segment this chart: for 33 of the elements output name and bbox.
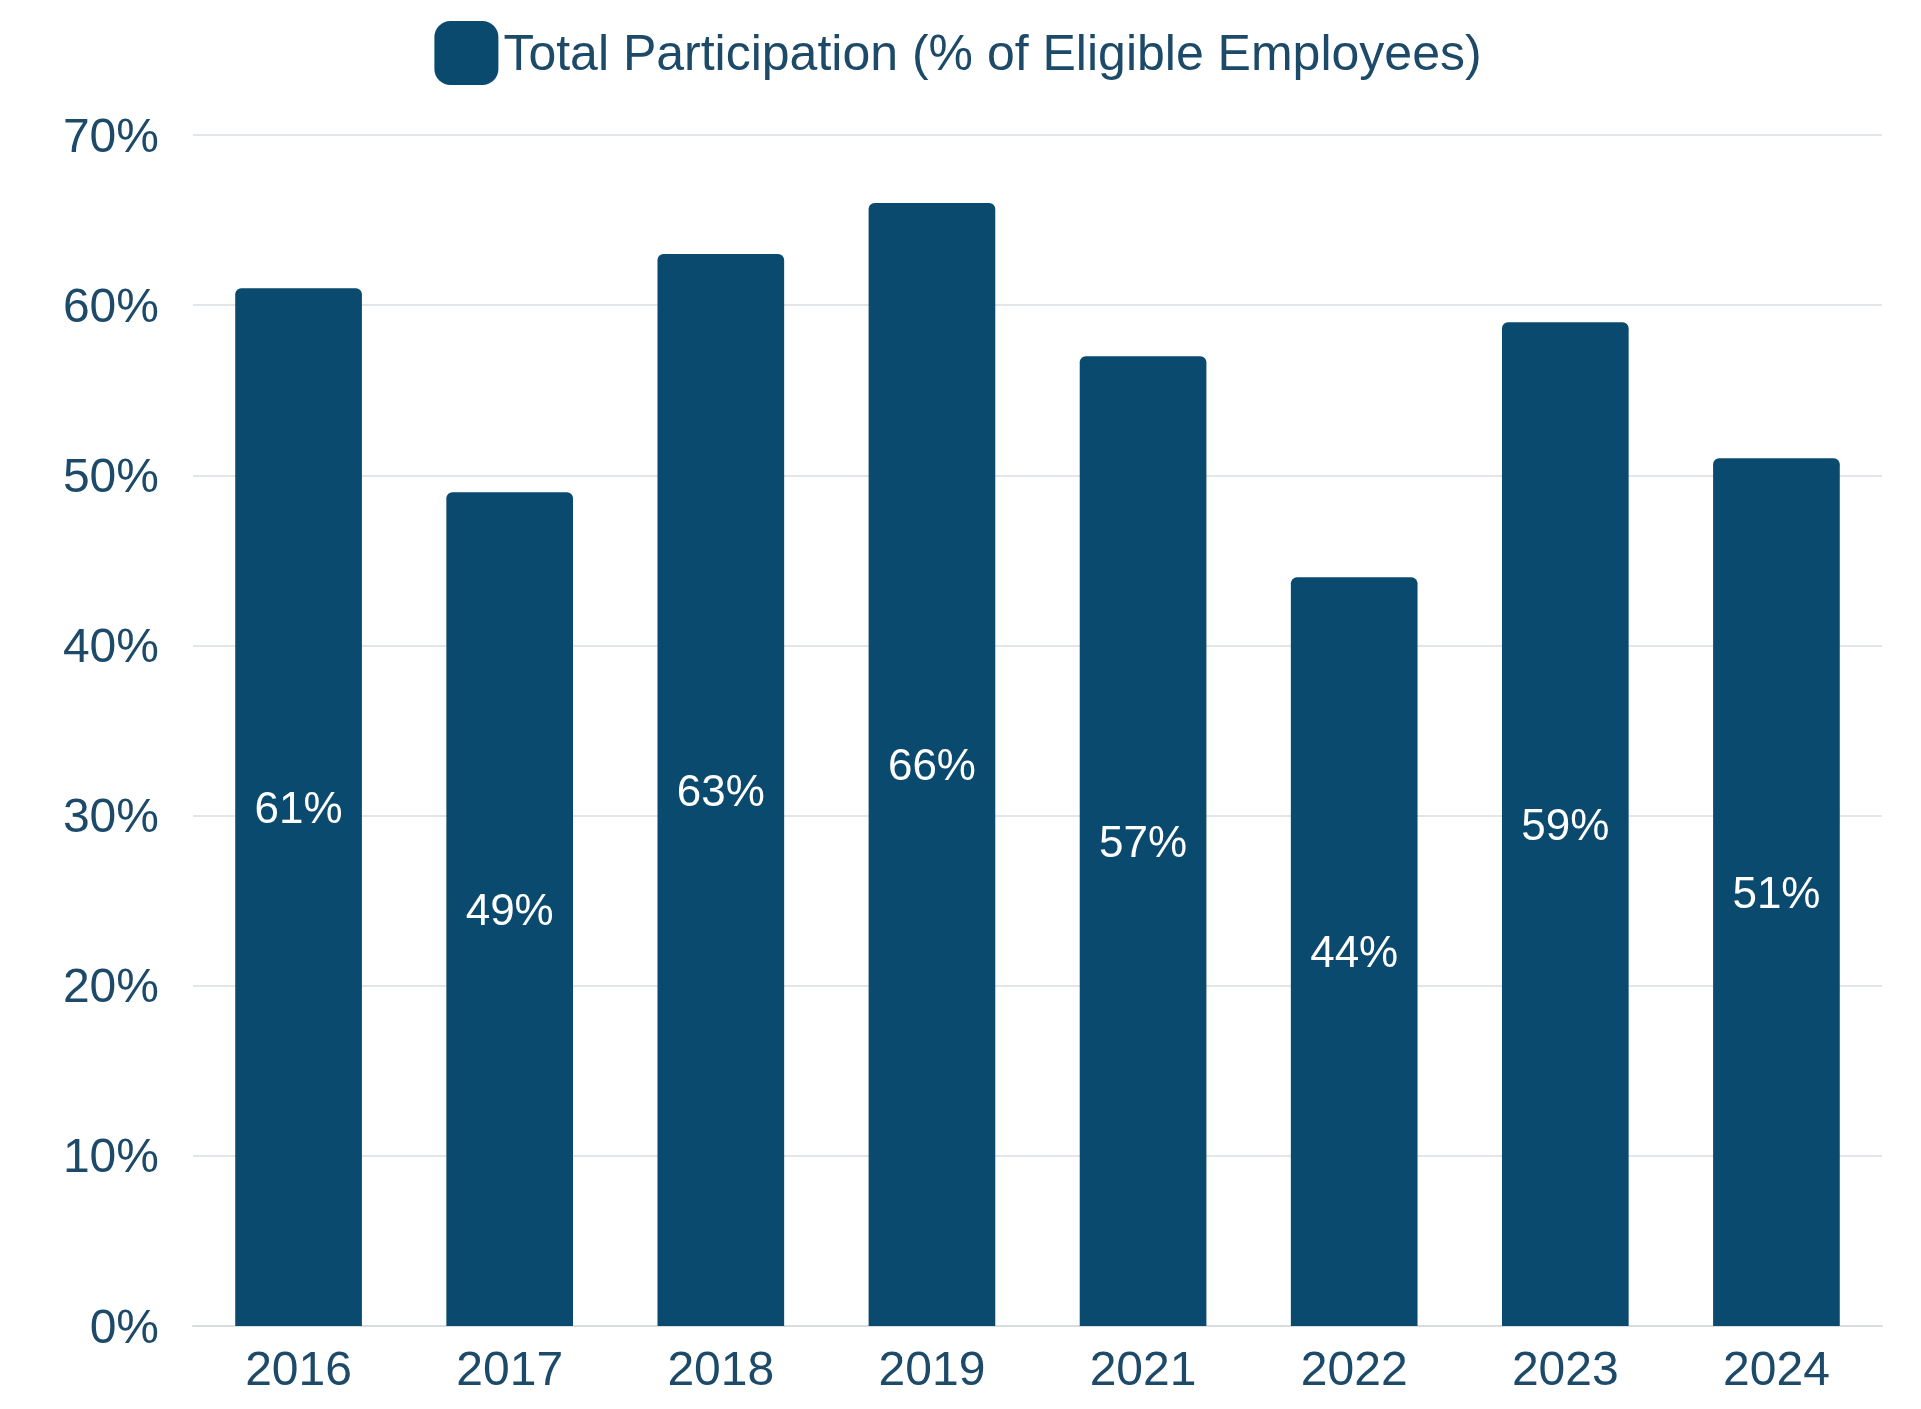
data-label: 66% (887, 740, 976, 790)
x-tick-label: 2022 (1300, 1341, 1408, 1395)
y-tick-label: 10% (62, 1129, 159, 1183)
data-label: 51% (1732, 867, 1821, 917)
bar (657, 254, 785, 1326)
data-label: 61% (254, 782, 343, 832)
bar (1079, 356, 1207, 1326)
bar (235, 288, 362, 1326)
x-tick-label: 2021 (1089, 1341, 1197, 1395)
data-label: 44% (1310, 927, 1399, 977)
data-label: 49% (465, 884, 554, 934)
bar (1290, 577, 1418, 1326)
y-tick-label: 50% (62, 448, 159, 502)
x-tick-label: 2016 (245, 1341, 352, 1395)
data-label: 57% (1099, 816, 1188, 866)
x-tick-label: 2019 (878, 1341, 986, 1395)
legend-label: Total Participation (% of Eligible Employees) (503, 25, 1482, 81)
y-tick-label: 40% (62, 618, 159, 672)
x-tick-label: 2018 (667, 1341, 775, 1395)
y-tick-label: 60% (62, 278, 159, 332)
bar (1713, 458, 1840, 1326)
data-label: 63% (676, 765, 765, 815)
y-tick-label: 20% (62, 959, 159, 1013)
bar (446, 492, 574, 1326)
bar (1501, 322, 1629, 1326)
x-tick-label: 2023 (1511, 1341, 1619, 1395)
data-label: 59% (1521, 799, 1610, 849)
x-tick-label: 2024 (1723, 1341, 1830, 1395)
x-tick-label: 2017 (456, 1341, 564, 1395)
bar (868, 203, 996, 1326)
y-tick-label: 30% (62, 789, 159, 843)
y-tick-label: 70% (62, 108, 159, 162)
y-tick-label: 0% (89, 1299, 159, 1353)
